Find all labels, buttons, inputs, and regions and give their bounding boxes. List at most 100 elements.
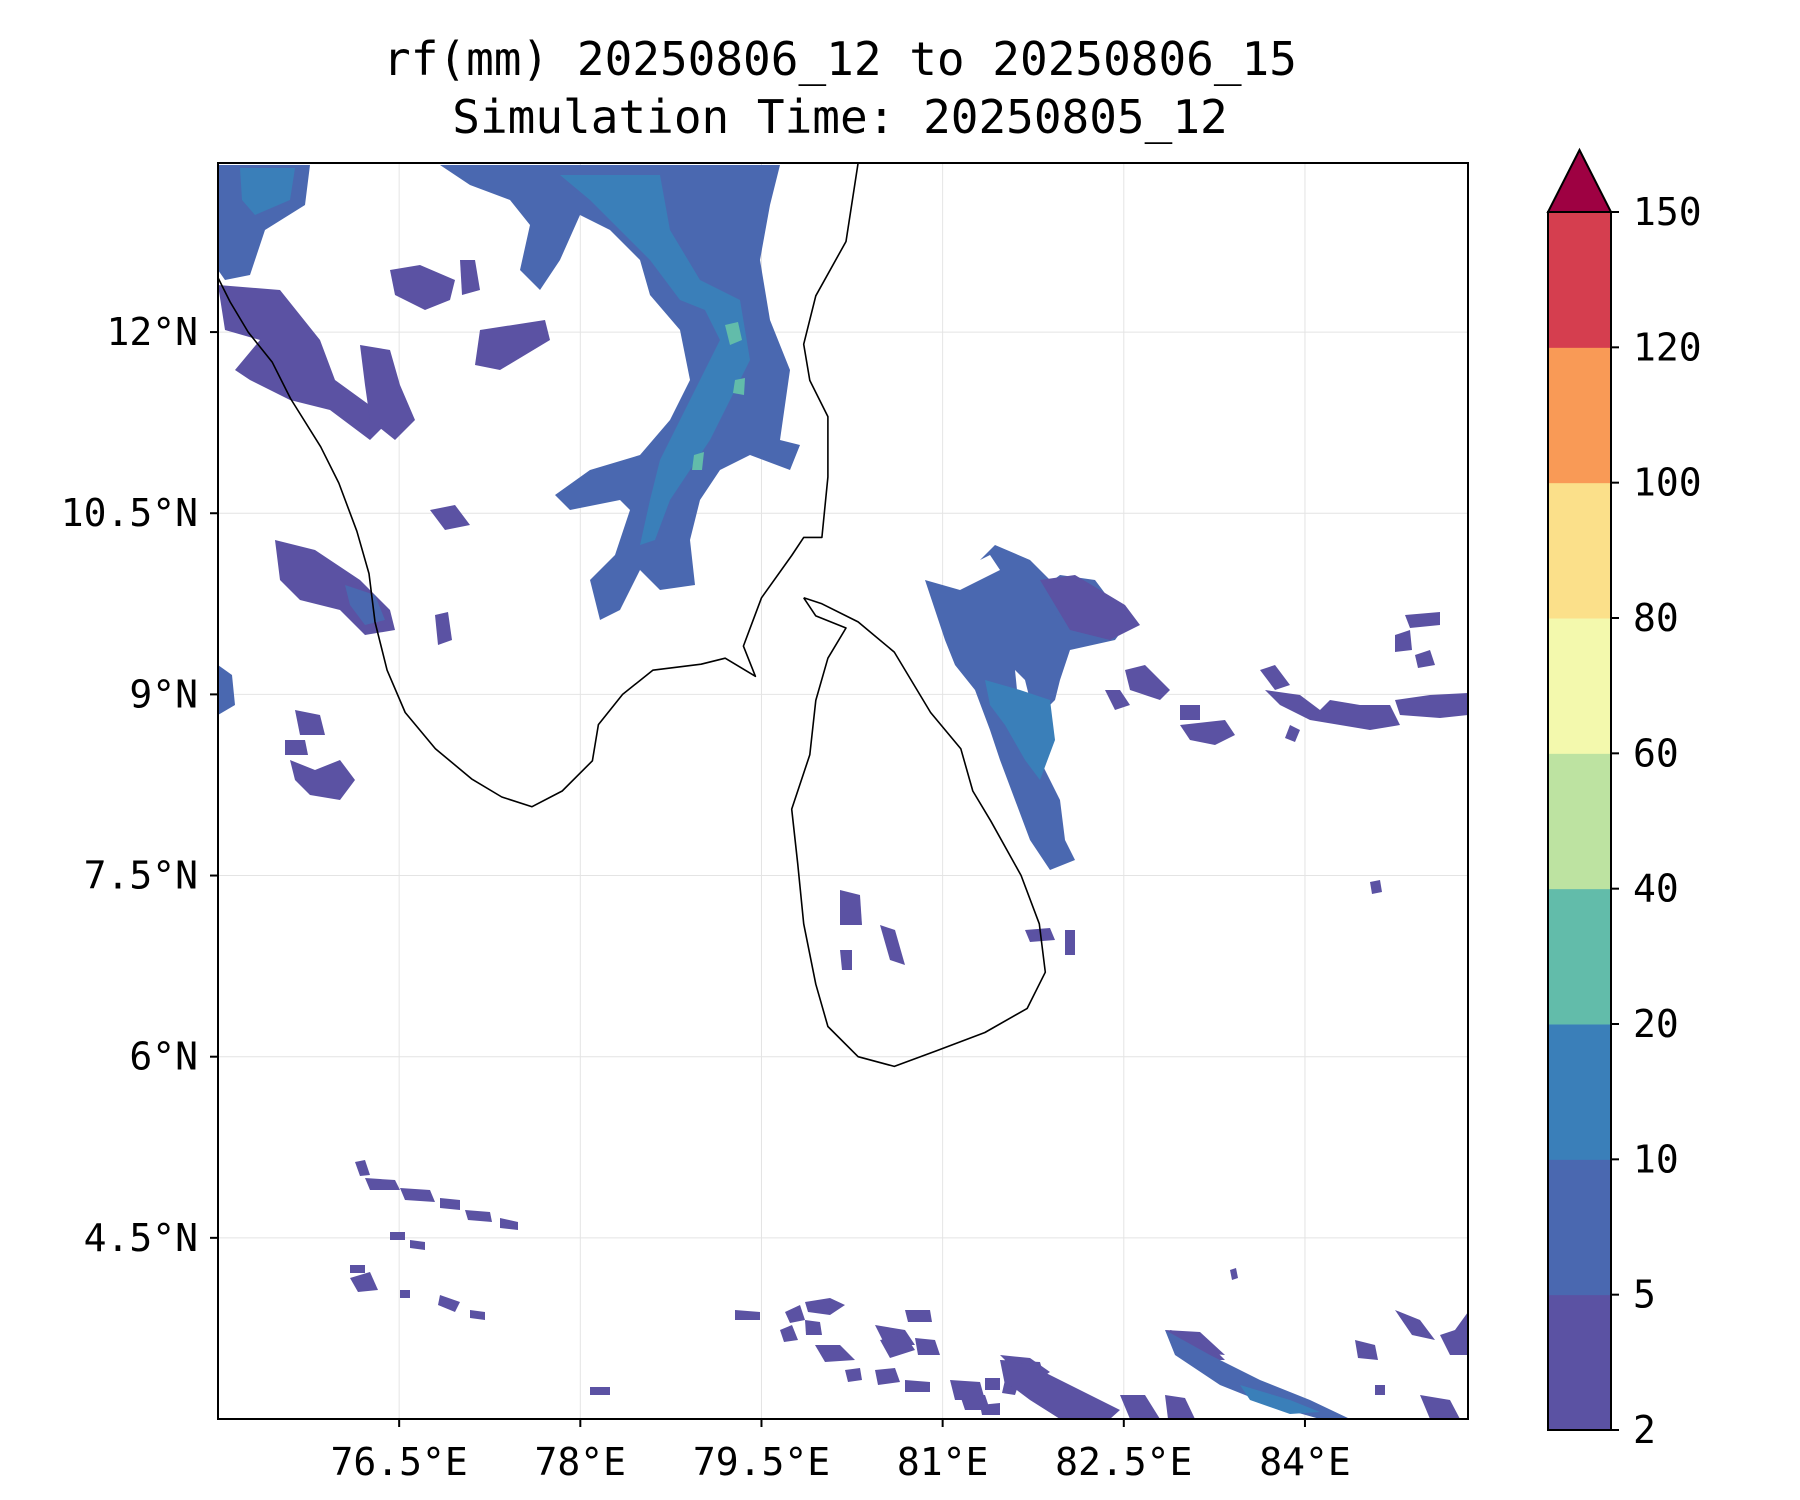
rain-area [460,260,480,295]
rain-area [400,1290,410,1298]
colorbar-tick-label: 120 [1633,325,1702,369]
colorbar-band [1548,618,1611,754]
y-tick-label: 4.5°N [84,1216,198,1260]
title-line-1: rf(mm) 20250806_12 to 20250806_15 [383,32,1297,86]
rain-area [440,165,800,620]
rain-area [500,1218,518,1230]
colorbar-tick-label: 5 [1633,1273,1656,1317]
colorbar-tick-label: 10 [1633,1137,1679,1181]
map-background [218,163,1468,1419]
rain-area [845,1368,862,1382]
map-frame [217,162,1469,1420]
rain-area [240,168,295,215]
rainfall-contours [218,165,1468,1419]
rain-area [400,1188,435,1202]
rain-area [295,710,325,735]
colorbar-tick-label: 2 [1633,1408,1656,1452]
rain-area [218,665,235,715]
rain-area [915,1338,940,1355]
rain-area [1040,575,1140,640]
rain-area [410,1240,425,1250]
rain-area [805,1320,822,1335]
y-tick-label: 9°N [129,672,198,716]
rain-area [840,950,852,970]
rain-area [780,1325,798,1342]
rain-area [470,1310,485,1320]
colorbar-tick-label: 20 [1633,1002,1679,1046]
rain-area [1125,665,1170,700]
rain-area [1405,612,1440,628]
rain-area [435,612,452,645]
rain-area [390,1232,405,1240]
rain-area [1065,930,1075,955]
x-tick-label: 84°E [1259,1440,1351,1484]
rain-area [815,1345,855,1362]
x-tick-label: 82.5°E [1055,1440,1192,1484]
rain-area [590,1387,610,1395]
rain-area [390,265,455,310]
x-tick-label: 81°E [897,1440,989,1484]
rain-area [1105,690,1130,710]
rain-area [1370,880,1382,894]
colorbar-tick-label: 40 [1633,867,1679,911]
rain-area [1440,1312,1468,1355]
rain-area [1355,1340,1378,1360]
rain-area [692,452,704,470]
rain-area [1240,1385,1320,1414]
colorbar-band [1548,482,1611,619]
rain-area [1165,1395,1195,1419]
rain-area [1285,725,1300,742]
rain-area [438,1295,460,1312]
rain-area [360,345,415,440]
colorbar-tick-label: 100 [1633,461,1702,505]
rain-area [290,760,355,800]
rain-area [1395,1310,1435,1340]
rain-area [880,1335,915,1358]
rain-area [1230,1268,1238,1280]
rain-area [1180,720,1235,745]
rain-area [440,1198,460,1210]
rain-area [1000,1360,1120,1419]
x-axis-ticks: 76.5°E 78°E 79.5°E 81°E 82.5°E 84°E [331,1419,1351,1484]
x-tick-label: 79.5°E [693,1440,830,1484]
rain-area [805,1298,845,1315]
rain-area [725,322,742,345]
colorbar-band [1548,347,1611,484]
rain-area [285,740,308,755]
colorbar: 2 5 10 20 40 60 80 100 120 150 [1546,147,1702,1452]
rain-area [218,285,390,440]
rain-area [1265,690,1400,730]
colorbar-band [1548,212,1611,348]
coastline-india [218,163,859,808]
colorbar-extend-triangle [1546,147,1613,213]
chart-title: rf(mm) 20250806_12 to 20250806_15 Simula… [120,30,1560,146]
coastline-sri-lanka [790,597,1047,1068]
rain-area [785,1305,805,1323]
x-tick-label: 76.5°E [331,1440,468,1484]
rain-area [880,925,905,965]
colorbar-band [1548,888,1611,1025]
rain-area [1415,650,1435,668]
rain-area [355,1160,370,1176]
rain-area [960,1395,990,1410]
rain-area [475,320,550,370]
rain-area [1120,1395,1160,1419]
coastlines [218,163,1047,1068]
colorbar-band [1548,1294,1611,1431]
rain-area [1420,1395,1460,1419]
rain-area [905,1380,930,1392]
rain-area [733,378,745,395]
rain-area [1165,1330,1225,1355]
y-tick-label: 12°N [106,310,198,354]
rain-area [905,1310,932,1322]
colorbar-tick-label: 60 [1633,731,1679,775]
rain-area [1260,665,1290,690]
colorbar-band [1548,1159,1611,1296]
rain-area [365,1178,400,1190]
rain-area [465,1210,492,1222]
rain-area [840,890,862,925]
rain-area [985,680,1055,780]
title-line-2: Simulation Time: 20250805_12 [452,90,1228,144]
rain-area [350,1272,378,1292]
